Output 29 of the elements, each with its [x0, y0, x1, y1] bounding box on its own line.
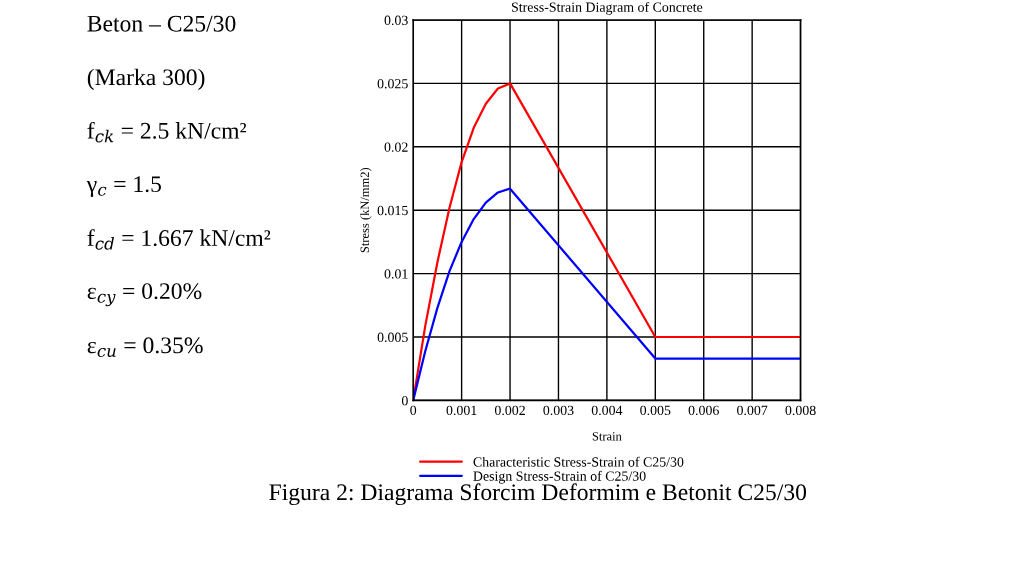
x-tick-label: 0.001: [446, 405, 477, 416]
text: f$_{ck}$ = 2.5 kN/cm²: [87, 121, 247, 143]
text: ε$_{cu}$ = 0.35%: [87, 337, 203, 357]
y-tick-label: 0.025: [377, 79, 408, 89]
text: ε$_{cy}$ = 0.20%: [87, 283, 202, 307]
y-axis-title: Stress (kN/mm2): [360, 167, 372, 253]
text: Figura 2: Diagrama Sforcim Deformim e Betonit C25/30: [269, 483, 807, 506]
text: f$_{cd}$ = 1.667 kN/cm²: [87, 229, 271, 250]
y-tick-label: 0: [401, 395, 408, 406]
x-tick-label: 0: [410, 405, 417, 416]
y-tick-label: 0.01: [384, 269, 408, 279]
chart-title: Stress-Strain Diagram of Concrete: [511, 1, 703, 15]
x-tick-label: 0.004: [591, 405, 623, 416]
x-tick-label: 0.005: [640, 405, 671, 416]
y-tick-label: 0.005: [377, 332, 408, 343]
x-tick-label: 0.006: [688, 405, 719, 416]
y-tick-label: 0.03: [384, 15, 408, 26]
legend-label: Design Stress-Strain of C25/30: [473, 470, 646, 484]
text: γ$_{c}$ = 1.5: [86, 176, 161, 197]
text: (Marka 300): [87, 68, 205, 91]
text: Beton – C25/30: [87, 15, 236, 32]
x-tick-label: 0.008: [785, 405, 816, 416]
legend-label: Characteristic Stress-Strain of C25/30: [473, 456, 684, 467]
x-tick-label: 0.002: [494, 405, 525, 416]
x-tick-label: 0.007: [737, 405, 768, 416]
y-tick-label: 0.02: [384, 142, 408, 152]
x-tick-label: 0.003: [543, 405, 574, 416]
y-tick-label: 0.015: [377, 205, 408, 216]
x-axis-title: Strain: [592, 432, 622, 441]
